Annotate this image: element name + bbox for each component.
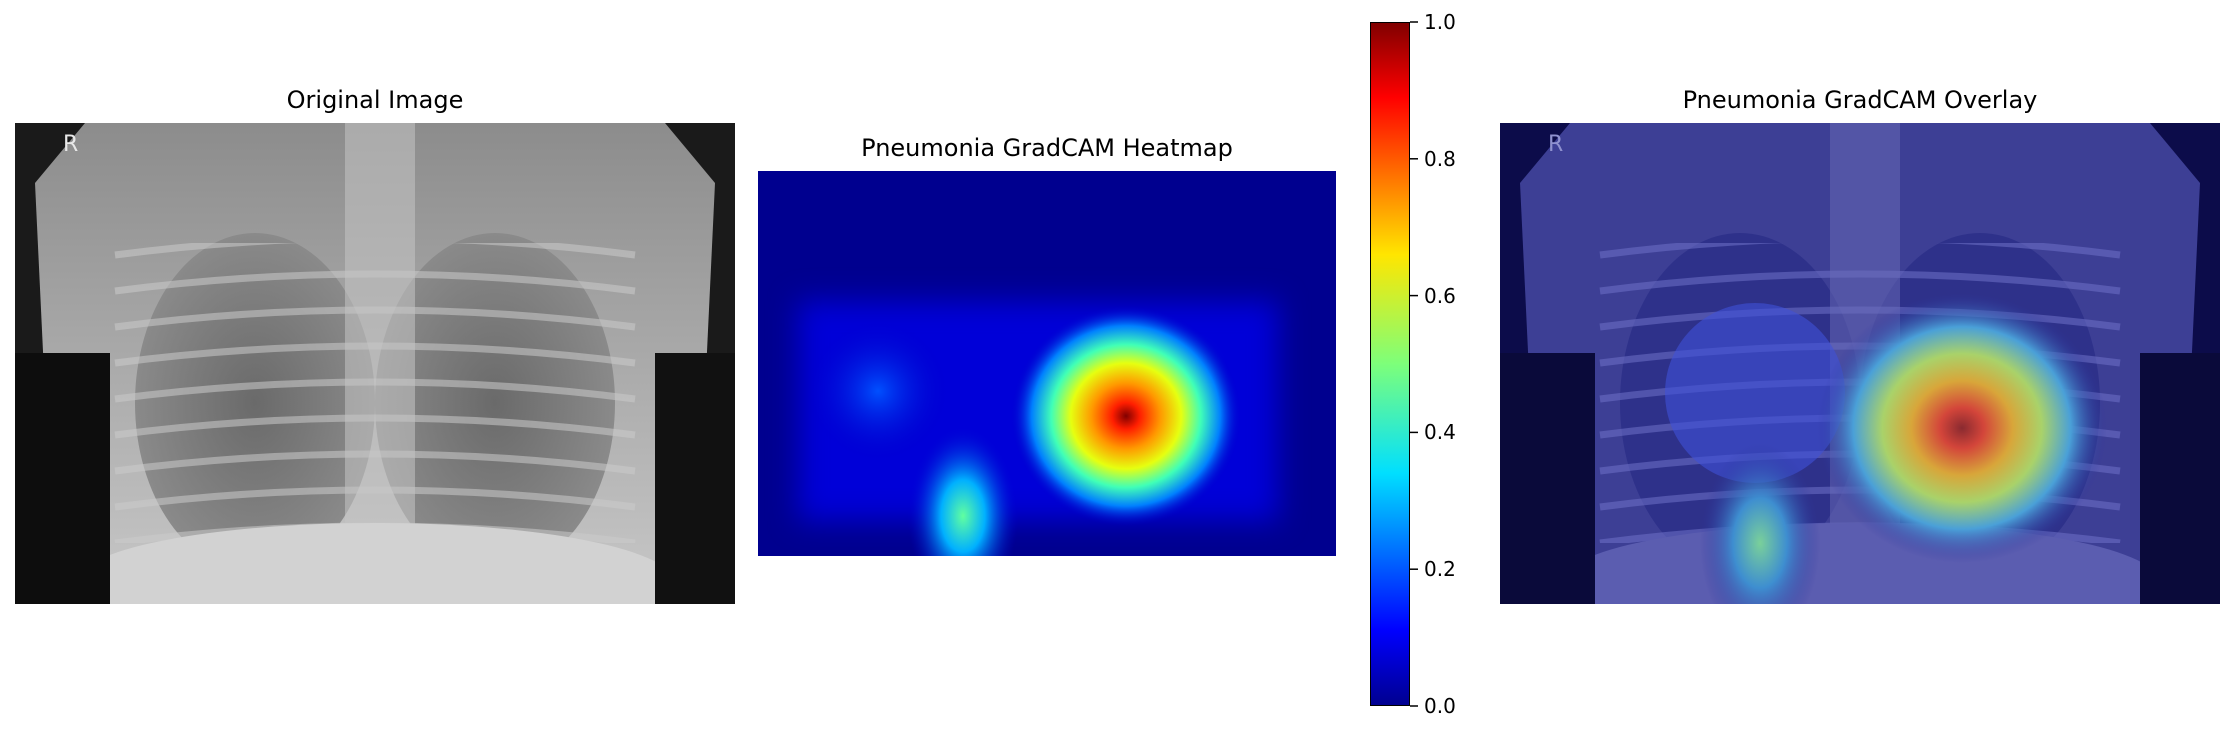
- colorbar-tick-label: 0.8: [1424, 146, 1456, 171]
- colorbar-tick-marks: [1410, 21, 1418, 707]
- colorbar: [1370, 22, 1410, 706]
- gradcam-heatmap: [758, 171, 1336, 556]
- colorbar-gradient: [1370, 22, 1410, 706]
- gradcam-overlay-image: R: [1500, 123, 2220, 604]
- overlay-title: Pneumonia GradCAM Overlay: [1682, 86, 2038, 114]
- original-image-panel: R: [15, 123, 735, 604]
- overlay-panel: R: [1500, 123, 2220, 604]
- colorbar-tick-label: 0.4: [1424, 420, 1456, 445]
- colorbar-tick-label: 0.6: [1424, 283, 1456, 308]
- xray-side-marker: R: [63, 132, 78, 157]
- overlay-side-marker: R: [1548, 132, 1563, 157]
- chest-xray-image: R: [15, 123, 735, 604]
- original-image-title: Original Image: [286, 86, 464, 114]
- heatmap-panel: [758, 171, 1336, 556]
- heatmap-title: Pneumonia GradCAM Heatmap: [861, 134, 1233, 162]
- colorbar-tick-label: 1.0: [1424, 10, 1456, 34]
- colorbar-tick-label: 0.0: [1424, 694, 1456, 718]
- colorbar-tick-label: 0.2: [1424, 557, 1456, 582]
